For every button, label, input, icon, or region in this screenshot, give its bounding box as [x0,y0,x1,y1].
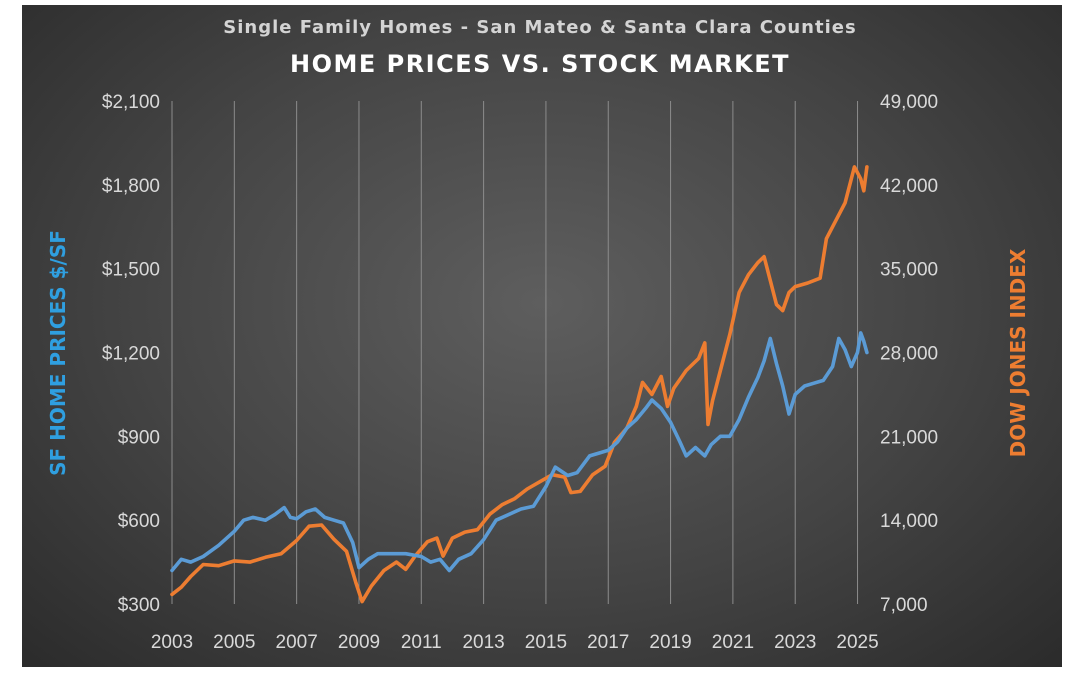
right-axis-label: DOW JONES INDEX [1006,248,1030,457]
dow-jones-line [170,165,869,604]
chart: Single Family Homes - San Mateo & Santa … [46,17,1030,653]
left-axis-ticks: $300 $600 $900 $1,200 $1,500 $1,800 $2,100 [102,92,160,616]
left-y-tick-label: $1,200 [102,344,160,365]
left-y-tick-label: $1,800 [102,176,160,197]
x-tick-label: 2017 [587,632,629,653]
right-y-tick-label: 42,000 [880,176,938,197]
left-y-tick-label: $600 [118,511,160,532]
x-tick-label: 2021 [712,632,754,653]
left-y-tick-label: $300 [118,595,160,616]
x-tick-label: 2003 [151,632,193,653]
x-tick-label: 2015 [525,632,567,653]
right-y-tick-label: 14,000 [880,511,938,532]
series-lines [170,165,869,604]
home-prices-line [170,331,869,573]
x-tick-label: 2011 [401,632,442,653]
x-tick-label: 2019 [649,632,691,653]
left-y-tick-label: $900 [118,427,160,448]
left-y-tick-label: $1,500 [102,260,160,281]
right-y-tick-label: 49,000 [880,92,938,113]
x-tick-label: 2005 [213,632,255,653]
grid-lines [171,101,859,604]
x-tick-label: 2023 [774,632,816,653]
x-axis-ticks: 2003 2005 2007 2009 2011 2013 2015 2017 2019 2021… [151,632,879,653]
right-y-tick-label: 21,000 [880,427,938,448]
x-tick-label: 2013 [462,632,504,653]
x-tick-label: 2009 [338,632,380,653]
chart-frame: Single Family Homes - San Mateo & Santa … [22,5,1062,667]
right-axis-ticks: 7,000 14,000 21,000 28,000 35,000 42,000 49,00… [880,92,938,616]
right-y-tick-label: 7,000 [880,595,928,616]
x-tick-label: 2025 [836,632,878,653]
chart-title: HOME PRICES VS. STOCK MARKET [290,50,790,78]
right-y-tick-label: 35,000 [880,260,938,281]
left-axis-label: SF HOME PRICES $/SF [46,230,70,476]
left-y-tick-label: $2,100 [102,92,160,113]
x-tick-label: 2007 [276,632,318,653]
right-y-tick-label: 28,000 [880,344,938,365]
chart-subtitle: Single Family Homes - San Mateo & Santa … [223,17,856,38]
